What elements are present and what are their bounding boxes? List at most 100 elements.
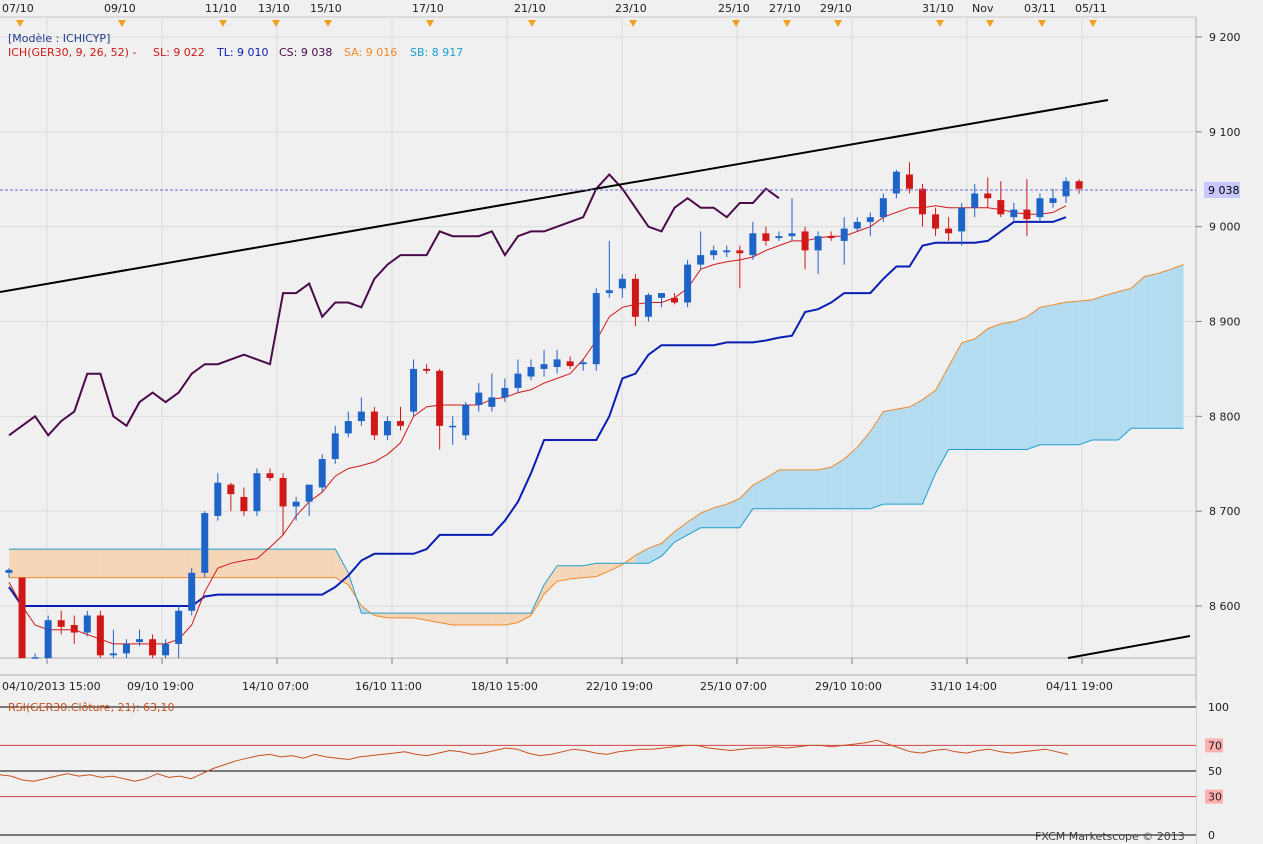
candle[interactable]	[109, 629, 117, 659]
candle[interactable]	[801, 226, 809, 270]
candle[interactable]	[136, 629, 143, 646]
candle[interactable]	[370, 406, 378, 441]
candle[interactable]	[162, 639, 170, 659]
candle[interactable]	[527, 359, 535, 381]
candle[interactable]	[175, 606, 183, 659]
lower-trendline[interactable]	[1067, 635, 1191, 659]
price-axis[interactable]: 9 200 9 100 9 000 8 900 8 800 8 700 8 600	[1196, 31, 1241, 613]
cloud-segment	[635, 548, 649, 564]
candle[interactable]	[971, 183, 979, 218]
candle[interactable]	[122, 639, 130, 659]
candle[interactable]	[723, 245, 731, 258]
candle[interactable]	[919, 183, 926, 227]
candle[interactable]	[540, 349, 548, 377]
candle[interactable]	[736, 245, 744, 289]
candle[interactable]	[57, 610, 65, 635]
bottom-date-label: 14/10 07:00	[242, 680, 309, 693]
upper-trendline[interactable]	[0, 99, 1109, 293]
candle[interactable]	[605, 240, 613, 298]
candle[interactable]	[410, 359, 418, 417]
candle[interactable]	[788, 198, 796, 241]
candle[interactable]	[305, 484, 313, 516]
candle[interactable]	[1049, 188, 1057, 208]
cloud-segment	[491, 613, 505, 625]
cloud-segment	[1144, 273, 1158, 429]
candle[interactable]	[566, 356, 574, 369]
candle[interactable]	[423, 364, 431, 374]
candle[interactable]	[579, 359, 587, 371]
candle[interactable]	[553, 349, 561, 374]
candle[interactable]	[488, 373, 496, 412]
candle[interactable]	[592, 288, 600, 371]
candle[interactable]	[997, 181, 1005, 218]
candle[interactable]	[684, 259, 692, 308]
candle[interactable]	[31, 653, 39, 659]
trend-lines[interactable]	[0, 99, 1191, 659]
candle[interactable]	[475, 383, 483, 412]
candle[interactable]	[658, 293, 665, 308]
watermark: FXCM Marketscope © 2013	[1035, 830, 1185, 843]
candle[interactable]	[958, 202, 966, 246]
cloud-segment	[570, 565, 584, 579]
candle[interactable]	[827, 231, 835, 241]
candle[interactable]	[892, 169, 900, 199]
candle[interactable]	[814, 231, 822, 275]
candle[interactable]	[331, 425, 339, 464]
candle[interactable]	[905, 162, 913, 194]
candle[interactable]	[18, 577, 26, 659]
candle[interactable]	[1010, 202, 1018, 222]
candle[interactable]	[644, 293, 652, 322]
candle[interactable]	[749, 221, 757, 260]
candle[interactable]	[671, 293, 679, 305]
candle[interactable]	[344, 411, 352, 438]
candle[interactable]	[840, 217, 848, 265]
candle[interactable]	[266, 468, 274, 481]
sb-label: SB: 8 917	[410, 46, 463, 59]
candle[interactable]	[318, 454, 326, 493]
candle[interactable]	[775, 231, 783, 241]
candle[interactable]	[501, 378, 509, 403]
candle[interactable]	[618, 274, 626, 298]
candle[interactable]	[449, 416, 457, 445]
candle[interactable]	[853, 217, 861, 232]
candle[interactable]	[292, 496, 300, 521]
candle[interactable]	[762, 226, 770, 246]
candle[interactable]	[984, 177, 992, 208]
rsi-panel[interactable]	[0, 700, 1196, 844]
candle[interactable]	[5, 568, 13, 578]
candle[interactable]	[188, 568, 196, 616]
candle[interactable]	[945, 217, 953, 241]
candle[interactable]	[227, 482, 235, 512]
candle[interactable]	[436, 368, 444, 450]
candle[interactable]	[1036, 193, 1044, 222]
candlesticks[interactable]	[5, 162, 1083, 659]
candle[interactable]	[96, 610, 104, 659]
candle[interactable]	[70, 615, 78, 644]
candle[interactable]	[201, 511, 209, 578]
candle[interactable]	[383, 416, 391, 441]
candle[interactable]	[397, 406, 404, 431]
candle[interactable]	[697, 231, 705, 270]
candle[interactable]	[932, 207, 940, 237]
cloud-segment	[1000, 321, 1014, 450]
candle[interactable]	[253, 468, 261, 516]
candle[interactable]	[83, 610, 91, 637]
candle[interactable]	[1023, 179, 1031, 237]
price-tick-label: 8 900	[1209, 316, 1241, 329]
cloud-segment	[831, 459, 845, 509]
candle[interactable]	[214, 473, 222, 521]
candle[interactable]	[357, 397, 365, 426]
candle[interactable]	[462, 402, 470, 441]
candle[interactable]	[240, 487, 248, 516]
candle[interactable]	[866, 212, 874, 237]
candle[interactable]	[44, 615, 52, 659]
candle[interactable]	[631, 274, 639, 327]
candle[interactable]	[1075, 179, 1083, 194]
candle[interactable]	[279, 473, 287, 535]
cloud-segment	[557, 565, 571, 582]
candle[interactable]	[879, 193, 887, 222]
candle[interactable]	[149, 634, 157, 659]
candle[interactable]	[514, 359, 522, 393]
candle[interactable]	[710, 245, 718, 260]
